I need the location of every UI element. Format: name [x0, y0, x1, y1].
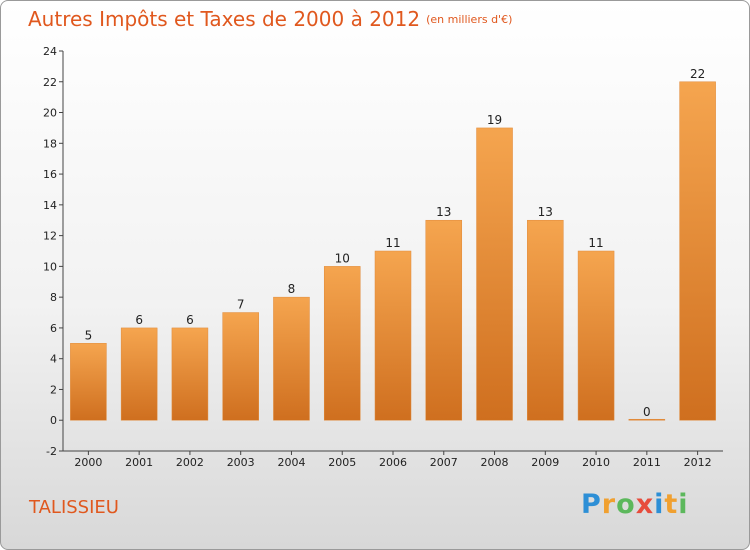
y-tick-label: 14 [43, 199, 57, 212]
chart-title: Autres Impôts et Taxes de 2000 à 2012 (en… [28, 7, 513, 31]
bar[interactable] [577, 250, 615, 421]
logo-letter: o [616, 489, 636, 520]
bar-value-label: 5 [85, 328, 93, 342]
y-tick-label: 2 [50, 383, 57, 396]
y-tick-label: 16 [43, 168, 57, 181]
bar[interactable] [374, 250, 412, 421]
bar-value-label: 13 [538, 205, 553, 219]
x-tick-label: 2009 [531, 456, 559, 469]
logo-letter: t [664, 489, 679, 520]
logo-letter: r [601, 489, 617, 520]
y-tick-label: 0 [50, 414, 57, 427]
bar[interactable] [628, 418, 666, 421]
y-tick-label: 8 [50, 291, 57, 304]
bar-value-label: 10 [335, 251, 350, 265]
x-tick-label: 2008 [481, 456, 509, 469]
bar[interactable] [171, 327, 209, 421]
bar-value-label: 11 [588, 236, 603, 250]
y-tick-label: 10 [43, 260, 57, 273]
bar[interactable] [273, 296, 310, 421]
bar-value-label: 22 [690, 67, 705, 81]
bar-value-label: 11 [385, 236, 400, 250]
y-tick-label: -2 [46, 445, 57, 458]
y-tick-label: 20 [43, 107, 57, 120]
bar[interactable] [323, 266, 361, 421]
bar-value-label: 7 [237, 298, 245, 312]
x-tick-label: 2004 [277, 456, 305, 469]
x-tick-label: 2002 [176, 456, 204, 469]
logo-letter: P [581, 489, 602, 520]
proxiti-logo[interactable]: Proxiti [581, 489, 689, 520]
x-tick-label: 2005 [328, 456, 356, 469]
chart-subtitle: (en milliers d'€) [426, 13, 513, 26]
bar[interactable] [222, 312, 259, 421]
x-tick-label: 2001 [125, 456, 153, 469]
x-tick-label: 2011 [633, 456, 661, 469]
bar[interactable] [679, 81, 716, 421]
bar[interactable] [476, 127, 513, 421]
x-tick-label: 2003 [227, 456, 255, 469]
bar[interactable] [425, 219, 463, 421]
bar[interactable] [70, 343, 107, 421]
x-tick-label: 2006 [379, 456, 407, 469]
bar-value-label: 6 [135, 313, 143, 327]
y-tick-label: 12 [43, 230, 57, 243]
bar-value-label: 8 [288, 282, 296, 296]
y-tick-label: 6 [50, 322, 57, 335]
bar[interactable] [120, 327, 158, 421]
logo-letter: x [635, 489, 655, 520]
y-tick-label: 4 [50, 353, 57, 366]
bar-value-label: 0 [643, 405, 651, 419]
y-tick-label: 22 [43, 76, 57, 89]
bar-value-label: 19 [487, 113, 502, 127]
bar-value-label: 6 [186, 313, 194, 327]
y-tick-label: 18 [43, 137, 57, 150]
x-tick-label: 2012 [684, 456, 712, 469]
x-tick-label: 2007 [430, 456, 458, 469]
x-tick-label: 2000 [74, 456, 102, 469]
y-tick-label: 24 [43, 45, 57, 58]
commune-name: TALISSIEU [29, 497, 119, 518]
logo-letter: i [654, 489, 665, 520]
bar-value-label: 13 [436, 205, 451, 219]
x-tick-label: 2010 [582, 456, 610, 469]
logo-letter: i [678, 489, 689, 520]
bar[interactable] [527, 219, 564, 421]
